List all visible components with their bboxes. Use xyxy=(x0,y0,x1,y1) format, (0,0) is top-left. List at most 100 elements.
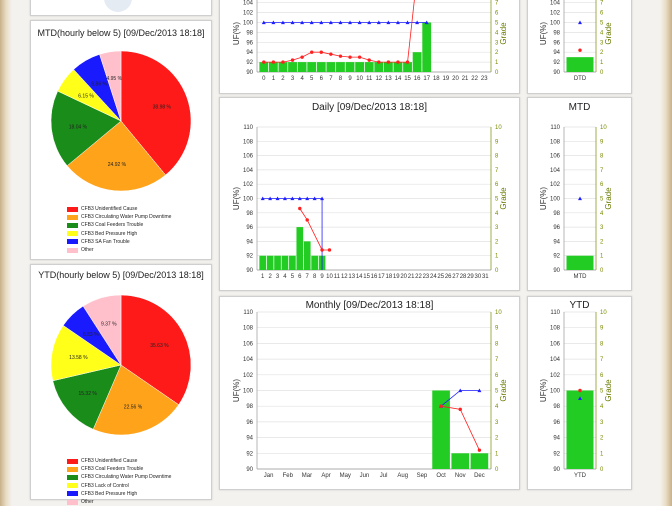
pie-slice xyxy=(120,50,192,176)
legend-swatch xyxy=(67,474,78,480)
x-tick-label: DTD xyxy=(574,76,587,82)
y-tick-label: 94 xyxy=(246,436,253,442)
pie-slice-label: 6.15 % xyxy=(78,93,94,99)
x-tick-label: 26 xyxy=(445,274,452,280)
x-tick-label: 23 xyxy=(481,76,488,82)
uf-bar xyxy=(412,52,422,72)
y-tick-label: 96 xyxy=(553,420,560,426)
uf-bar xyxy=(566,390,594,469)
grade-tick-label: 6 xyxy=(495,373,499,379)
mtd-bar-chart: 90 0 92 1 94 2 96 3 98 4 100 5 102 6 104 7 106 8 108 9 110 10… xyxy=(539,125,613,280)
y-tick-label: 94 xyxy=(246,239,253,245)
y-tick-label: 92 xyxy=(553,60,560,66)
y-tick-label: 100 xyxy=(243,389,254,395)
grade-tick-label: 0 xyxy=(495,467,499,473)
legend-item: CFB3 Unidentified Cause xyxy=(67,457,171,465)
grade-point xyxy=(578,388,582,393)
grade-point xyxy=(377,60,381,64)
uf-bar xyxy=(451,453,470,469)
x-tick-label: May xyxy=(340,473,351,479)
grade-tick-label: 2 xyxy=(495,436,499,442)
uf-bar xyxy=(296,227,304,270)
x-tick-label: Sep xyxy=(417,473,428,479)
y-tick-label: 98 xyxy=(553,211,560,217)
monthly-title: Monthly [09/Dec/2013 18:18] xyxy=(305,300,434,311)
avail-point xyxy=(300,20,305,25)
legend-item: Other xyxy=(67,246,171,254)
legend-item: CFB3 Bed Pressure High xyxy=(67,230,171,238)
avail-point xyxy=(271,20,276,25)
ytd-pie-legend: CFB3 Unidentified Cause CFB3 Coal Feeders… xyxy=(67,457,171,506)
y-tick-label: 94 xyxy=(553,436,560,442)
uf-bar xyxy=(432,390,450,469)
legend-label: CFB3 Circulating Water Pump Downtime xyxy=(81,214,172,221)
grade-tick-label: 2 xyxy=(600,436,604,442)
y-tick-label: 90 xyxy=(553,268,560,274)
grade-tick-label: 5 xyxy=(600,389,604,395)
pie-slice xyxy=(99,50,122,122)
mtd-pie-legend: CFB3 Unidentified Cause CFB3 Circulating … xyxy=(67,205,171,254)
grade-tick-label: 6 xyxy=(600,11,604,17)
y-tick-label: 100 xyxy=(550,197,561,203)
grade-axis-title: Grade xyxy=(499,187,508,210)
grade-tick-label: 6 xyxy=(600,373,604,379)
x-tick-label: 0 xyxy=(262,76,266,82)
x-tick-label: 10 xyxy=(326,274,333,280)
x-tick-label: 29 xyxy=(467,274,474,280)
x-tick-label: Jun xyxy=(360,473,370,479)
y-tick-label: 96 xyxy=(553,225,560,231)
x-tick-label: 11 xyxy=(366,76,373,82)
uf-bar xyxy=(345,62,355,72)
ytd-bar-title: YTD xyxy=(569,300,590,311)
uf-bar xyxy=(288,62,297,72)
uf-bar xyxy=(303,241,311,270)
uf-bar xyxy=(311,255,318,270)
legend-swatch xyxy=(67,458,78,464)
legend-item: CFB3 Bed Pressure High xyxy=(67,490,171,498)
y-tick-label: 90 xyxy=(553,70,560,76)
y-tick-label: 90 xyxy=(246,467,253,473)
x-tick-label: Nov xyxy=(455,473,466,479)
x-tick-label: 9 xyxy=(320,274,324,280)
grade-tick-label: 9 xyxy=(495,139,499,145)
grade-point xyxy=(578,48,582,52)
x-tick-label: 20 xyxy=(452,76,459,82)
grade-point xyxy=(396,60,400,64)
x-tick-label: 6 xyxy=(298,274,302,280)
uf-bar xyxy=(364,62,374,72)
pie-slice-label: 13.58 % xyxy=(69,355,88,361)
avail-point xyxy=(297,196,302,201)
grade-tick-label: 6 xyxy=(495,182,499,188)
y-tick-label: 94 xyxy=(553,50,560,56)
y-tick-label: 92 xyxy=(246,60,253,66)
uf-bar xyxy=(289,255,296,270)
grade-line xyxy=(263,0,415,63)
x-tick-label: 14 xyxy=(395,76,402,82)
pie-slice-label: 18.04 % xyxy=(69,124,88,130)
mtd-pie-chart: 38.98 % 24.92 % 18.04 % 6.15 % 6.86 %4.95 % xyxy=(50,50,192,192)
x-tick-label: 5 xyxy=(291,274,295,280)
y-tick-label: 96 xyxy=(553,40,560,46)
grade-tick-label: 1 xyxy=(600,451,604,457)
grade-tick-label: 7 xyxy=(495,357,499,363)
pie-slice xyxy=(120,294,192,406)
grade-point xyxy=(262,60,266,64)
daily-title: Daily [09/Dec/2013 18:18] xyxy=(311,102,428,113)
x-tick-label: 15 xyxy=(404,76,411,82)
pie-slice-label: 6.86 % xyxy=(91,81,107,87)
x-tick-label: Mar xyxy=(302,473,312,479)
avail-point xyxy=(477,388,482,393)
y-tick-label: 108 xyxy=(243,326,254,332)
y-tick-label: 104 xyxy=(243,1,254,7)
uf-bar xyxy=(470,453,489,469)
y-tick-label: 92 xyxy=(246,451,253,457)
grade-tick-label: 10 xyxy=(495,125,502,131)
x-tick-label: 18 xyxy=(433,76,440,82)
grade-tick-label: 1 xyxy=(600,60,604,66)
pie-slice xyxy=(50,325,122,382)
x-tick-label: Aug xyxy=(397,473,408,479)
grade-point xyxy=(300,55,304,59)
x-tick-label: 8 xyxy=(313,274,317,280)
x-tick-label: Apr xyxy=(321,473,330,479)
x-tick-label: 3 xyxy=(276,274,280,280)
